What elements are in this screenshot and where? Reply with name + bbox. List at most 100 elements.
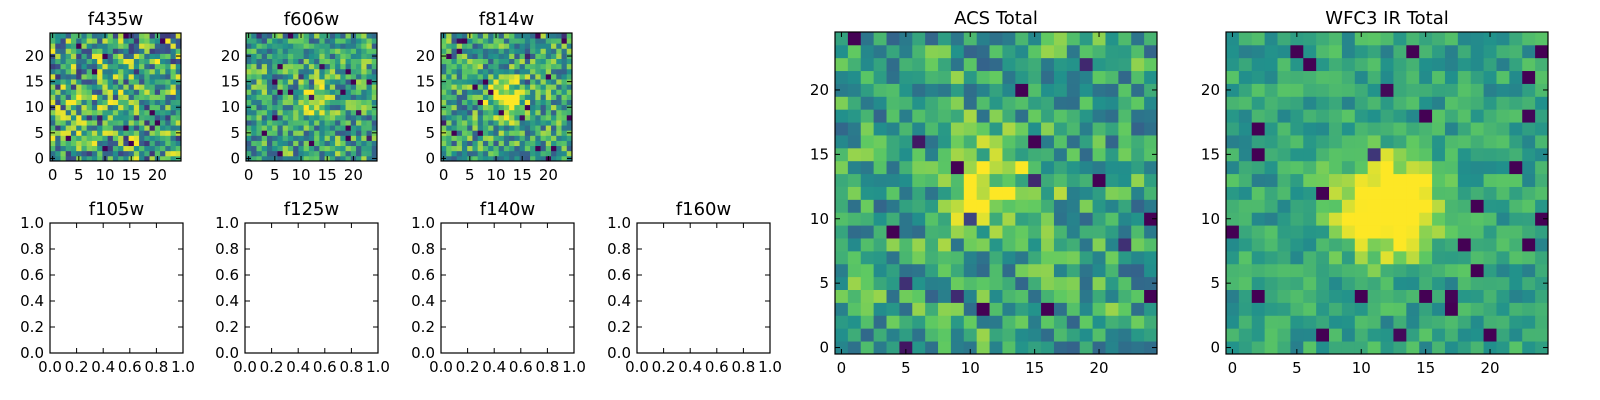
heatmap-cell (112, 38, 119, 44)
heatmap-cell (1496, 263, 1510, 278)
heatmap-cell (149, 104, 156, 111)
heatmap-cell (1028, 328, 1042, 342)
heatmap-cell (1144, 44, 1158, 59)
heatmap-cell (1290, 32, 1304, 46)
heatmap-cell (1367, 212, 1381, 226)
heatmap-cell (989, 238, 1003, 252)
x-tick-label: 0.6 (705, 358, 729, 376)
heatmap-cell (1535, 238, 1549, 252)
heatmap-cell (1118, 212, 1132, 226)
heatmap-cell (498, 53, 505, 59)
heatmap-cell (261, 104, 268, 111)
panel-title-f140w: f140w (480, 199, 535, 220)
heatmap-cell (1028, 109, 1042, 123)
heatmap-cell (1483, 57, 1497, 72)
heatmap-cell (261, 94, 268, 100)
heatmap-cell (1118, 315, 1132, 329)
heatmap-cell (441, 43, 447, 49)
y-tick-label: 15 (810, 145, 829, 163)
heatmap-cell (1432, 160, 1446, 175)
heatmap-cell (1393, 225, 1407, 239)
heatmap-cell (55, 120, 61, 126)
heatmap-cell (963, 173, 978, 187)
heatmap-cell (165, 155, 171, 162)
y-tick-label: 15 (1201, 145, 1220, 163)
heatmap-cell (133, 114, 140, 121)
heatmap-cell (899, 341, 913, 355)
heatmap-cell (1419, 122, 1433, 136)
heatmap-cell (1092, 96, 1106, 110)
heatmap-cell (950, 32, 965, 46)
heatmap-cell (566, 109, 573, 116)
heatmap-cell (925, 263, 939, 278)
heatmap-cell (50, 135, 56, 141)
heatmap-cell (144, 38, 150, 44)
heatmap-cell (1002, 173, 1016, 187)
heatmap-cell (1354, 135, 1369, 149)
heatmap-cell (256, 99, 263, 106)
heatmap-cell (86, 73, 93, 80)
heatmap-cell (477, 33, 484, 39)
heatmap-cell (76, 99, 82, 106)
heatmap-cell (282, 145, 289, 152)
heatmap-cell (535, 114, 541, 121)
x-tick-label: 5 (465, 166, 475, 184)
heatmap-cell (467, 53, 473, 59)
heatmap-cell (1367, 57, 1381, 72)
heatmap-cell (329, 150, 336, 157)
heatmap-cell (314, 114, 320, 121)
heatmap-cell (509, 130, 515, 136)
heatmap-cell (371, 114, 378, 121)
heatmap-cell (1329, 186, 1343, 200)
heatmap-cell (847, 135, 862, 149)
heatmap-cell (340, 109, 346, 116)
heatmap-cell (1028, 173, 1042, 187)
heatmap-cell (293, 104, 299, 111)
heatmap-cell (1457, 160, 1472, 175)
heatmap-cell (1432, 212, 1446, 226)
heatmap-cell (246, 84, 252, 90)
heatmap-cell (530, 109, 536, 116)
heatmap-cell (886, 212, 900, 226)
heatmap-cell (530, 43, 536, 49)
heatmap-cell (1393, 238, 1407, 252)
heatmap-cell (545, 125, 552, 131)
heatmap-cell (1496, 328, 1510, 342)
heatmap-cell (1251, 186, 1266, 200)
heatmap-cell (467, 135, 473, 141)
heatmap-cell (1131, 44, 1145, 59)
axes-frame (834, 31, 1158, 355)
heatmap-cell (1509, 276, 1523, 290)
heatmap-cell (1522, 250, 1536, 265)
heatmap-cell (446, 114, 452, 121)
heatmap-cell (535, 150, 541, 157)
heatmap-cell (350, 120, 357, 126)
heatmap-cell (472, 99, 479, 106)
heatmap-cell (1341, 173, 1356, 187)
heatmap-cell (1444, 160, 1459, 175)
heatmap-cell (70, 94, 77, 100)
heatmap-cell (1105, 289, 1119, 303)
heatmap-cell (144, 63, 150, 70)
heatmap-cell (133, 99, 140, 106)
heatmap-cell (1419, 315, 1433, 329)
heatmap-cell (503, 125, 510, 131)
y-tick-label: 0 (1210, 339, 1220, 357)
heatmap-cell (1444, 341, 1459, 355)
heatmap-cell (1015, 135, 1029, 149)
heatmap-cell (139, 73, 145, 80)
heatmap-cell (1303, 212, 1317, 226)
heatmap-cell (128, 73, 135, 80)
heatmap-cell (1303, 315, 1317, 329)
x-tick-label: 1.0 (366, 358, 390, 376)
heatmap-cell (277, 73, 284, 80)
heatmap-cell (1444, 276, 1459, 290)
heatmap-cell (1354, 186, 1369, 200)
heatmap-cell (461, 43, 468, 49)
heatmap-cell (1354, 32, 1369, 46)
heatmap-cell (65, 48, 72, 54)
heatmap-cell (899, 135, 913, 149)
heatmap-cell (873, 83, 887, 97)
heatmap-cell (1066, 173, 1081, 187)
y-tick-label: 0.0 (607, 344, 631, 362)
